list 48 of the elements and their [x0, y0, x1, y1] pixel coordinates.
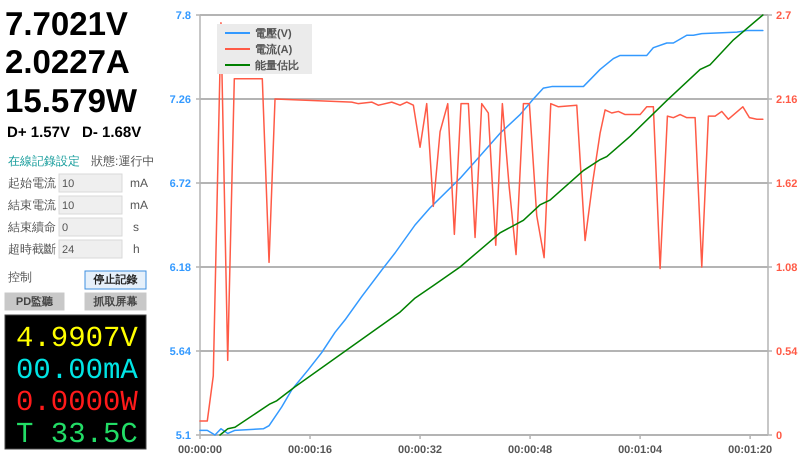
y2-tick-label: 0	[776, 430, 782, 442]
text: s	[133, 220, 139, 234]
text: 0	[62, 222, 68, 234]
text: 控制	[8, 270, 32, 284]
text: 4.9907V	[16, 322, 138, 355]
y2-tick-label: 1.08	[776, 262, 798, 274]
y2-tick-label: 1.62	[776, 178, 798, 190]
text: D+ 1.57V	[7, 124, 70, 141]
y-tick-label: 7.8	[176, 10, 191, 22]
text: D- 1.68V	[82, 124, 142, 141]
text: 10	[62, 178, 74, 190]
legend-label: 電流(A)	[255, 43, 293, 56]
text: 0.0000W	[16, 386, 138, 419]
x-tick-label: 00:00:00	[178, 444, 222, 456]
text: 抓取屏幕	[92, 295, 138, 308]
text: PD監聽	[16, 295, 54, 308]
x-tick-label: 00:01:20	[728, 444, 772, 456]
text: 超時截斷	[8, 242, 56, 256]
text: mA	[130, 176, 148, 190]
x-tick-label: 00:00:16	[288, 444, 332, 456]
text: 24	[62, 244, 74, 256]
y-tick-label: 7.26	[170, 94, 191, 106]
x-tick-label: 00:00:32	[398, 444, 442, 456]
text: 7.7021V	[5, 5, 128, 42]
text: h	[133, 242, 140, 256]
x-tick-label: 00:01:04	[618, 444, 663, 456]
y-tick-label: 5.1	[176, 430, 191, 442]
text: mA	[130, 198, 148, 212]
legend-label: 能量估比	[255, 59, 299, 72]
text: 在線記錄設定	[8, 154, 80, 168]
x-tick-label: 00:00:48	[508, 444, 552, 456]
text: 2.0227A	[5, 43, 130, 80]
y2-tick-label: 2.7	[776, 10, 792, 22]
y-tick-label: 5.64	[170, 346, 192, 358]
y-tick-label: 6.72	[170, 178, 191, 190]
text: 15.579W	[5, 82, 138, 119]
text: 10	[62, 200, 74, 212]
y2-tick-label: 2.16	[776, 94, 798, 106]
y2-tick-label: 0.54	[776, 346, 798, 358]
text: 結束續命	[7, 220, 56, 234]
text: 結束電流	[7, 198, 56, 212]
text: 停止記錄	[92, 273, 138, 286]
text: 狀態:運行中	[91, 154, 154, 168]
text: T 33.5C	[16, 418, 138, 451]
legend-label: 電壓(V)	[255, 27, 292, 40]
text: 00.00mA	[16, 354, 138, 387]
text: 起始電流	[8, 176, 56, 190]
y-tick-label: 6.18	[170, 262, 191, 274]
